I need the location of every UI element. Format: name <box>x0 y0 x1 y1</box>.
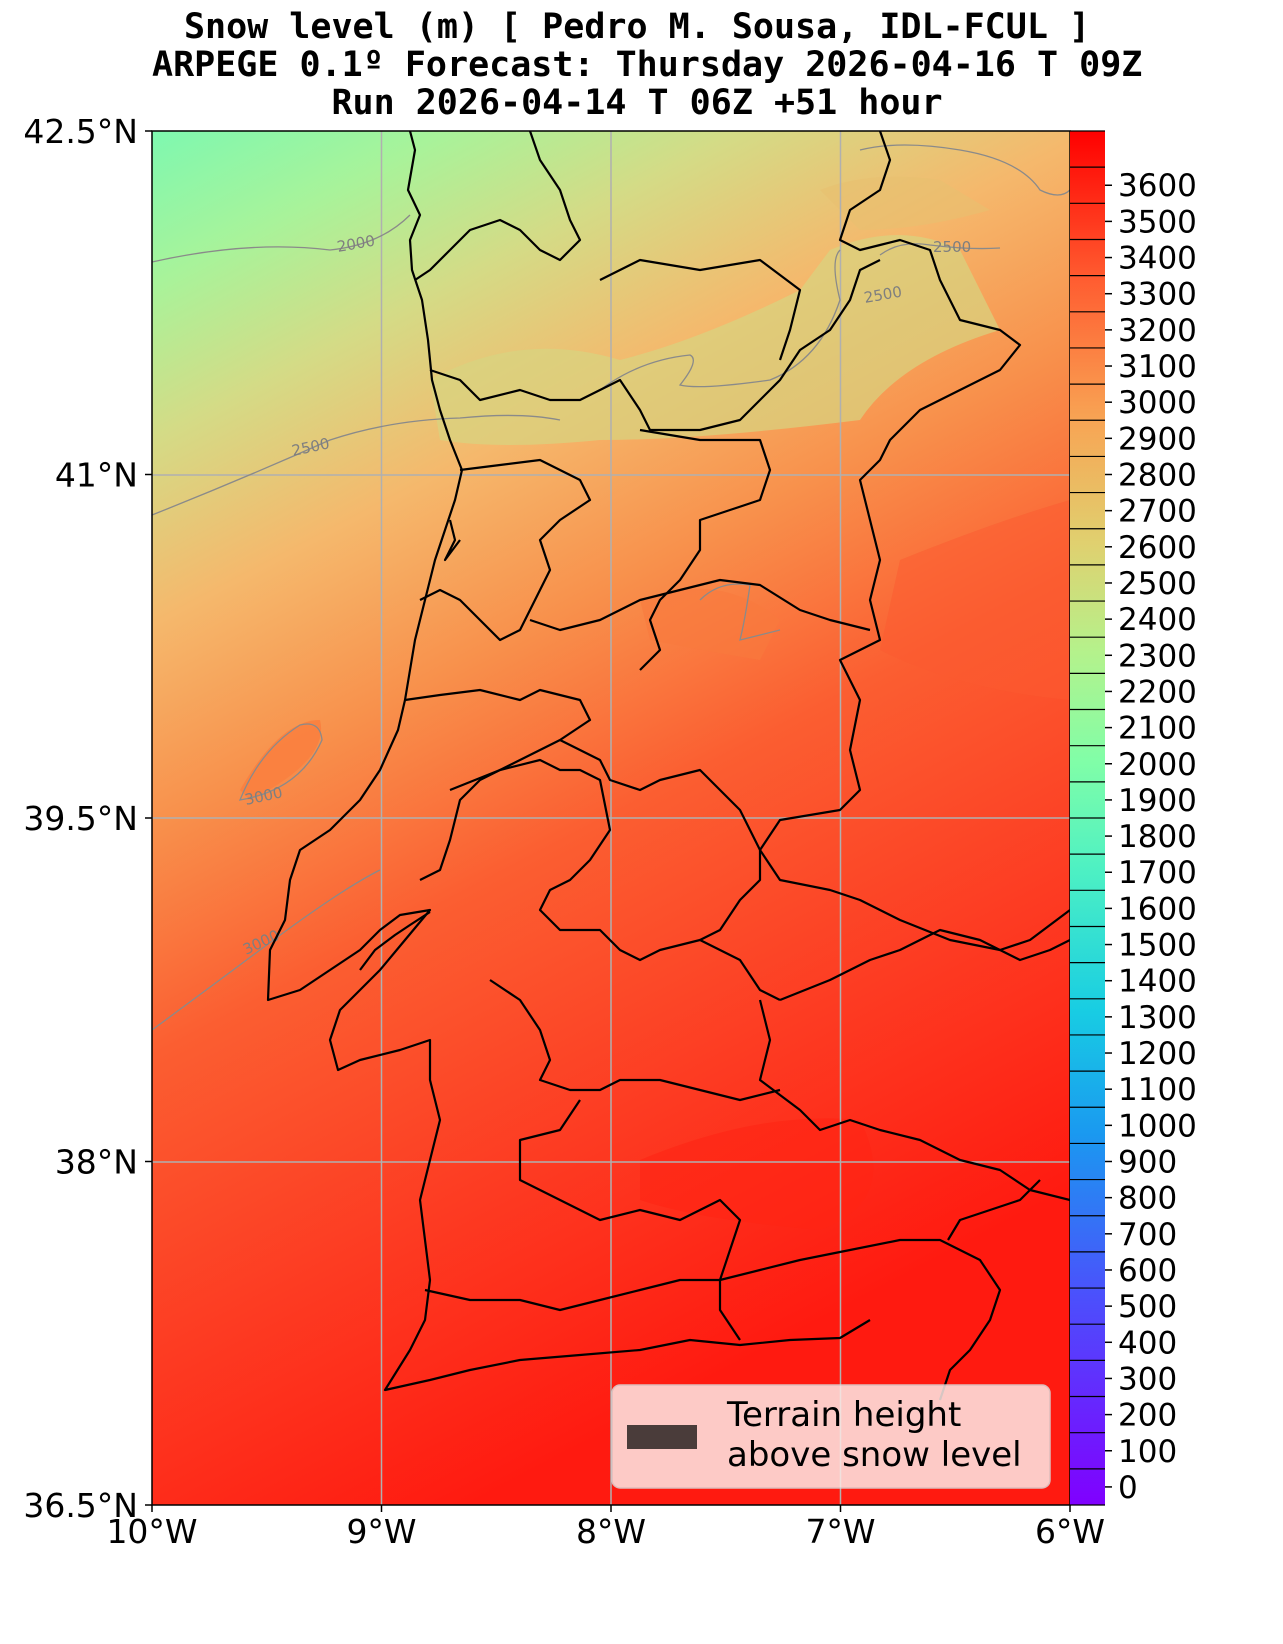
lat-tick-label: 36.5°N <box>23 1486 138 1525</box>
colorbar-tick-label: 2500 <box>1118 566 1197 602</box>
lat-tick-label: 42.5°N <box>23 112 138 151</box>
colorbar-tick-label: 2900 <box>1118 421 1197 457</box>
colorbar-tick-label: 3000 <box>1118 385 1197 421</box>
colorbar-tick-label: 3500 <box>1118 204 1197 240</box>
colorbar-tick-label: 2200 <box>1118 674 1197 710</box>
lat-tick-label: 41°N <box>55 456 138 495</box>
colorbar-tick-label: 1500 <box>1118 928 1197 964</box>
colorbar-tick-label: 200 <box>1118 1398 1177 1434</box>
grid-lines <box>152 131 1070 1505</box>
colorbar-tick-label: 2800 <box>1118 458 1197 494</box>
colorbar-tick-label: 3600 <box>1118 168 1197 204</box>
colorbar-tick-label: 1200 <box>1118 1036 1197 1072</box>
lon-tick-label: 8°W <box>576 1512 646 1551</box>
lon-tick-label: 10°W <box>106 1512 197 1551</box>
lon-tick-label: 6°W <box>1035 1512 1105 1551</box>
colorbar-tick-label: 300 <box>1118 1361 1177 1397</box>
colorbar-tick-label: 2700 <box>1118 494 1197 530</box>
colorbar-tick-label: 2300 <box>1118 638 1197 674</box>
colorbar-tick-label: 800 <box>1118 1181 1177 1217</box>
legend-line-2: above snow level <box>727 1435 1022 1475</box>
lon-tick-label: 7°W <box>805 1512 875 1551</box>
longitude-axis: 10°W 9°W 8°W 7°W 6°W <box>106 1505 1105 1551</box>
colorbar-tick-label: 3300 <box>1118 277 1197 313</box>
colorbar-tick-label: 3100 <box>1118 349 1197 385</box>
legend-line-1: Terrain height <box>726 1395 961 1435</box>
colorbar-tick-label: 500 <box>1118 1289 1177 1325</box>
colorbar-tick-label: 900 <box>1118 1145 1177 1181</box>
legend-swatch <box>627 1425 697 1449</box>
lat-tick-label: 38°N <box>55 1143 138 1182</box>
colorbar-tick-label: 1400 <box>1118 964 1197 1000</box>
colorbar-tick-label: 2400 <box>1118 602 1197 638</box>
title-line-3: Run 2026-04-14 T 06Z +51 hour <box>331 83 943 123</box>
colorbar-tick-label: 400 <box>1118 1325 1177 1361</box>
title-line-2: ARPEGE 0.1º Forecast: Thursday 2026-04-1… <box>152 45 1143 85</box>
colorbar-tick-label: 3200 <box>1118 313 1197 349</box>
colorbar-tick-label: 0 <box>1118 1470 1138 1506</box>
colorbar-tick-label: 600 <box>1118 1253 1177 1289</box>
colorbar-tick-label: 2600 <box>1118 530 1197 566</box>
colorbar-tick-label: 1300 <box>1118 1000 1197 1036</box>
lon-tick-label: 9°W <box>346 1512 416 1551</box>
contour-label: 2500 <box>933 238 971 256</box>
contour-lines <box>152 144 1070 1031</box>
colorbar-tick-label: 3400 <box>1118 241 1197 277</box>
colorbar-tick-label: 1900 <box>1118 783 1197 819</box>
lat-tick-label: 39.5°N <box>23 799 138 838</box>
colorbar-tick-label: 1100 <box>1118 1072 1197 1108</box>
colorbar-tick-label: 1700 <box>1118 855 1197 891</box>
legend-box <box>611 1384 1051 1489</box>
colorbar-ticks: 3600350034003300320031003000290028002700… <box>1070 130 1197 1506</box>
latitude-axis: 42.5°N 41°N 39.5°N 38°N 36.5°N <box>23 112 152 1525</box>
colorbar-tick-label: 2000 <box>1118 747 1197 783</box>
title-line-1: Snow level (m) [ Pedro M. Sousa, IDL-FCU… <box>183 7 1091 47</box>
colorbar-tick-label: 2100 <box>1118 711 1197 747</box>
colorbar-tick-label: 700 <box>1118 1217 1177 1253</box>
map-area: 2000 2500 2500 2500 3000 3000 <box>152 131 1070 1505</box>
colorbar-tick-label: 1000 <box>1118 1108 1197 1144</box>
colorbar-tick-label: 1600 <box>1118 891 1197 927</box>
colorbar-tick-label: 1800 <box>1118 819 1197 855</box>
coastline-borders <box>266 131 1070 1401</box>
legend: Terrain height above snow level <box>611 1384 1051 1489</box>
colorbar-tick-label: 100 <box>1118 1434 1177 1470</box>
